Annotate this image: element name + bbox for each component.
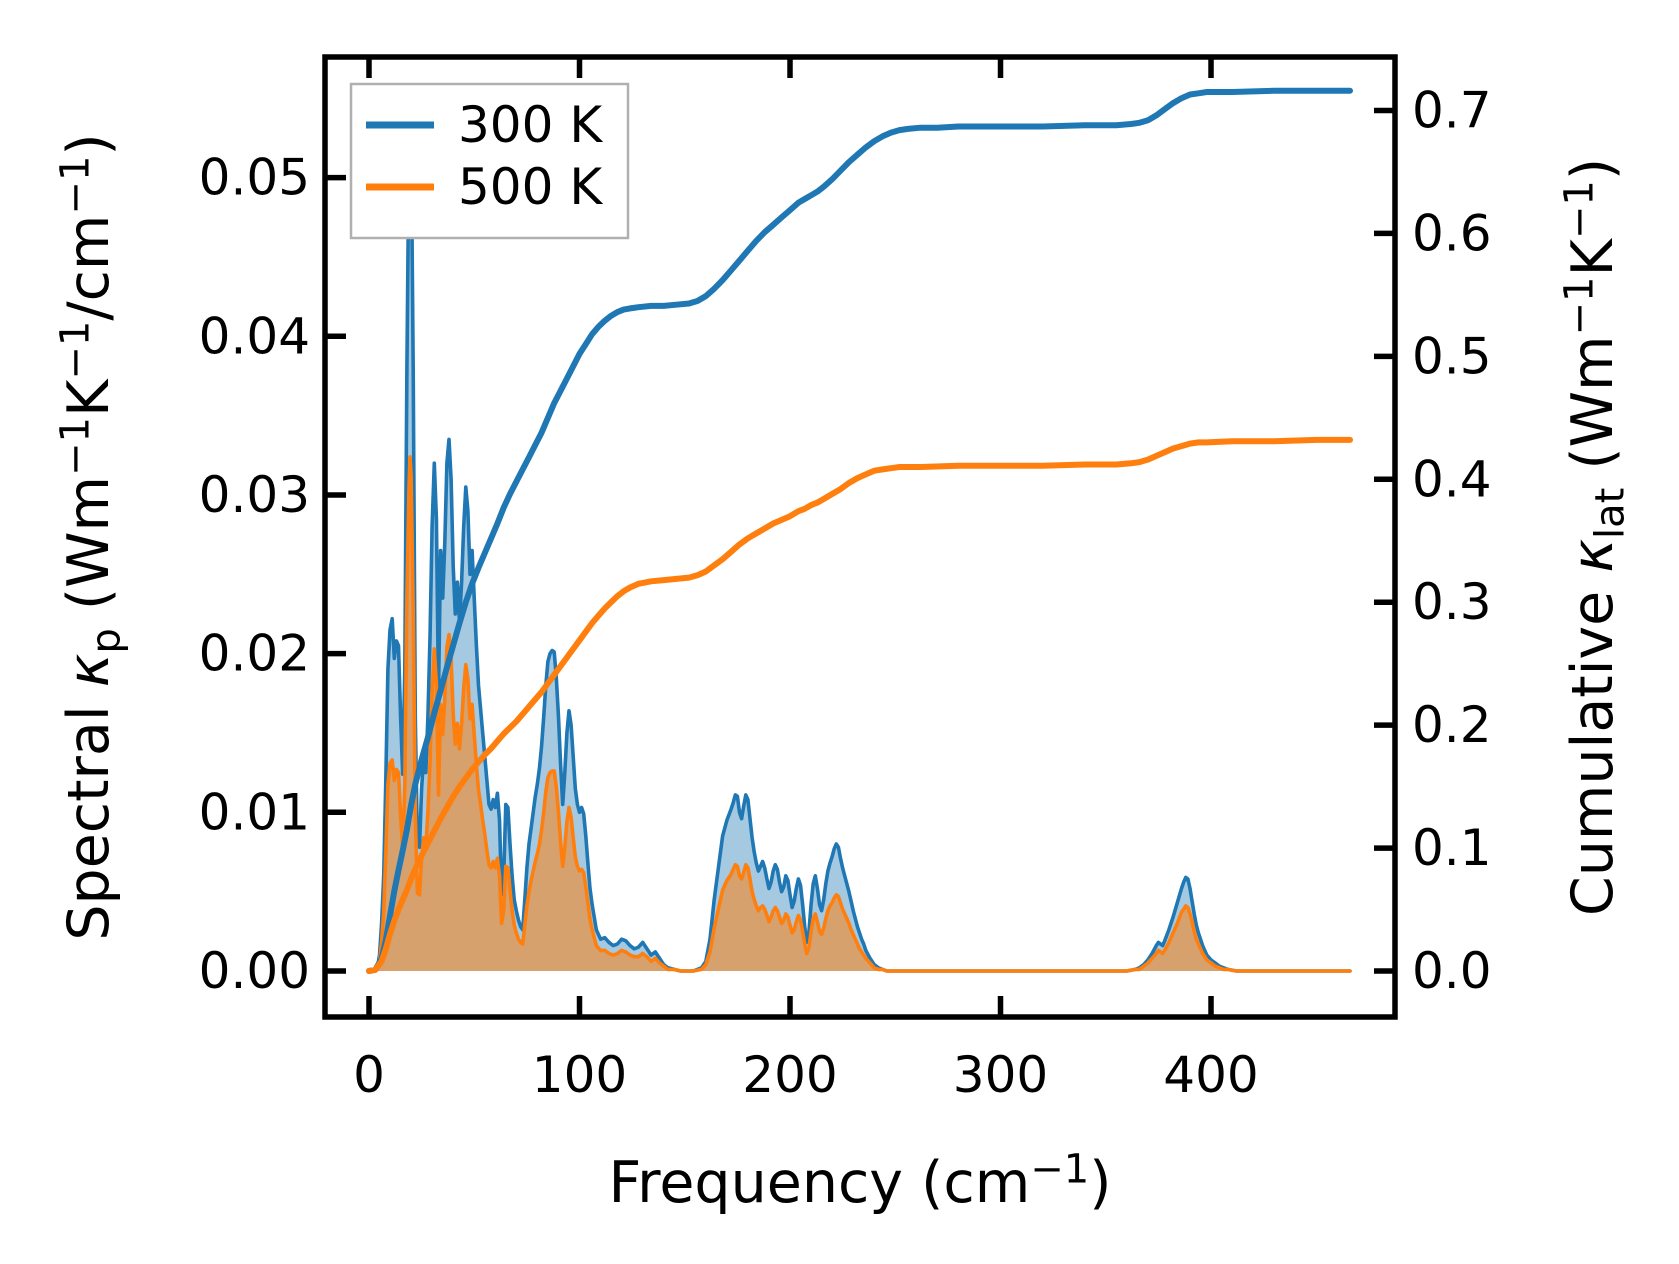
series-500k-spectral-line (367, 455, 1352, 973)
y-left-tick-label: 0.01 (199, 783, 310, 841)
plot-area (366, 87, 1353, 974)
x-tick-label: 300 (953, 1046, 1048, 1104)
legend-label-300-k: 300 K (458, 96, 603, 154)
y-right-tick-label: 0.1 (1412, 819, 1492, 877)
legend-label-500-k: 500 K (458, 158, 603, 216)
x-tick-label: 100 (532, 1046, 627, 1104)
legend-box (349, 82, 630, 240)
y-right-tick-label: 0.4 (1412, 450, 1492, 508)
y-right-tick-label: 0.5 (1412, 327, 1492, 385)
x-tick-label: 200 (742, 1046, 837, 1104)
series-500k-cumulative-line (366, 436, 1353, 974)
y-right-tick-label: 0.3 (1412, 573, 1492, 631)
axes-frame (322, 54, 1398, 1020)
y-right-tick-label: 0.2 (1412, 696, 1492, 754)
y-left-tick-label: 0.04 (199, 307, 310, 365)
y-right-tick-label: 0.0 (1412, 942, 1492, 1000)
axis-ticks (325, 57, 1395, 1017)
y-right-axis-label: Cumulative κlat (Wm−1K−1) (1557, 158, 1634, 916)
series-300k-cumulative-line (366, 87, 1353, 974)
y-left-tick-label: 0.00 (199, 942, 310, 1000)
series-500k-spectral-area (369, 456, 1350, 971)
x-tick-label: 400 (1163, 1046, 1258, 1104)
y-left-tick-label: 0.02 (199, 625, 310, 683)
y-left-axis-label: Spectral κp (Wm−1K−1/cm−1) (53, 133, 130, 940)
x-tick-label: 0 (353, 1046, 385, 1104)
y-right-tick-label: 0.6 (1412, 204, 1492, 262)
y-left-tick-label: 0.05 (199, 149, 310, 207)
y-left-tick-label: 0.03 (199, 466, 310, 524)
y-right-tick-label: 0.7 (1412, 81, 1492, 139)
x-axis-label: Frequency (cm−1) (609, 1147, 1112, 1216)
